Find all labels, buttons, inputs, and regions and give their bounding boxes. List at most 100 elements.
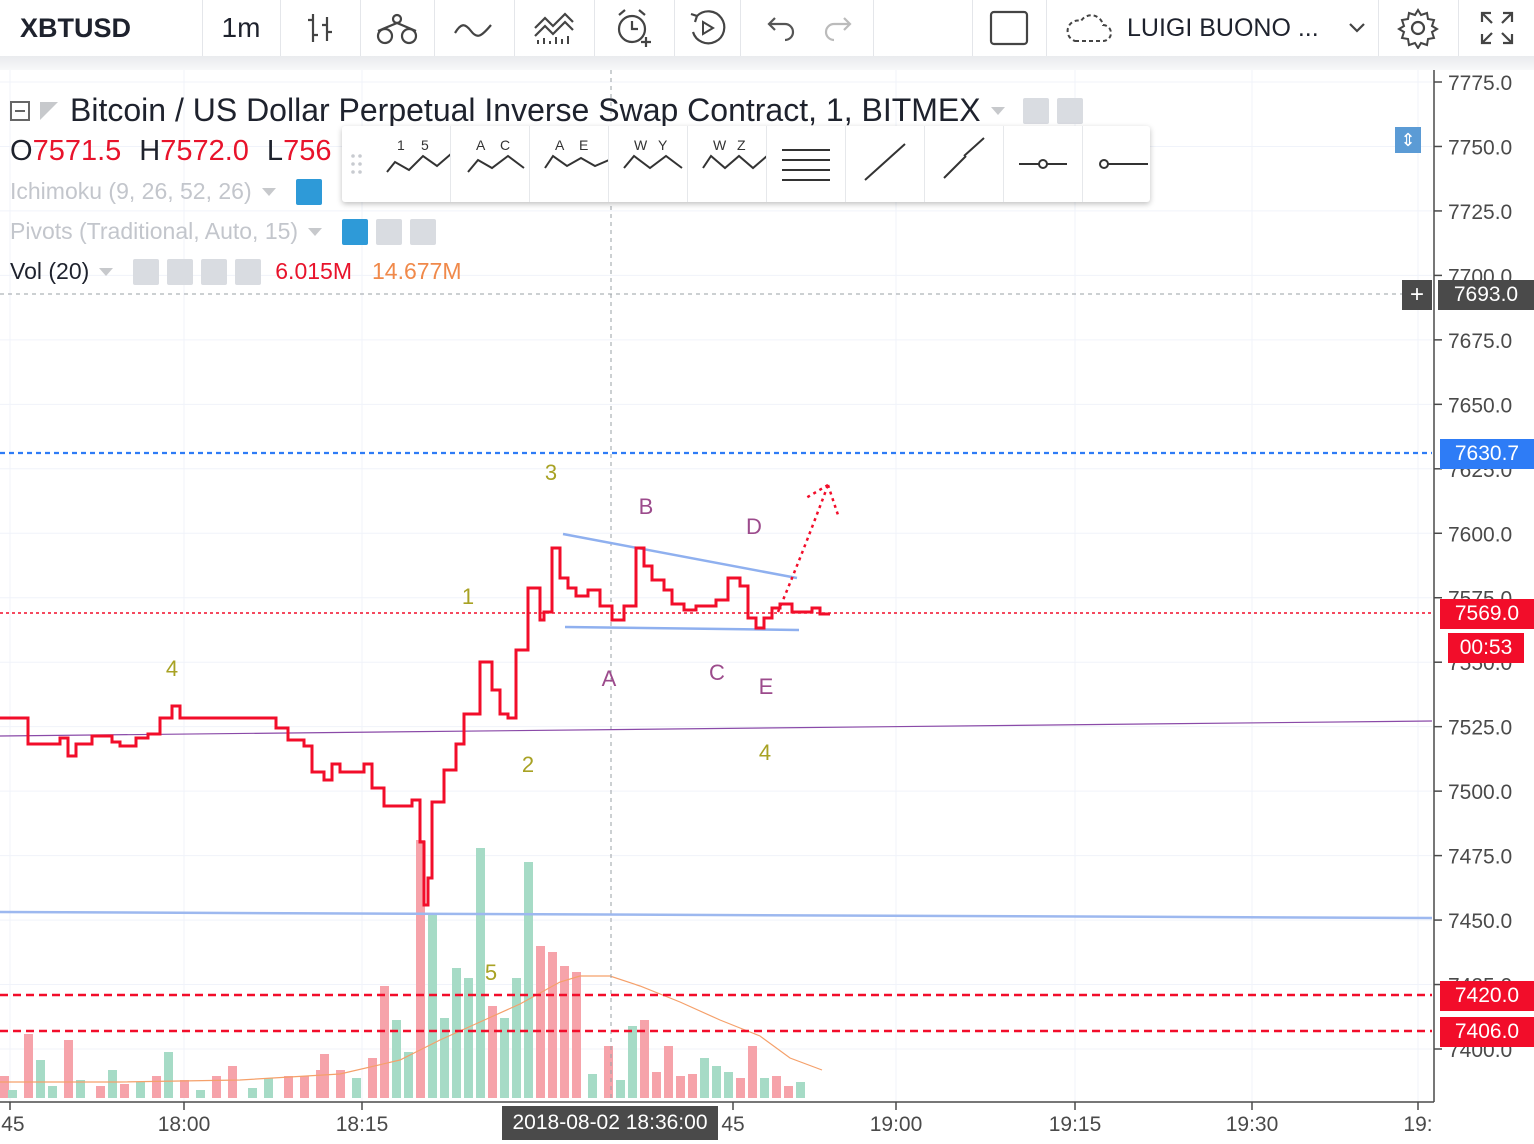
volume-bar <box>392 1020 401 1098</box>
eye-icon[interactable] <box>1022 97 1049 124</box>
volume-bar <box>152 1076 161 1098</box>
parallel-line-tool-button[interactable] <box>925 126 1004 202</box>
volume-bar <box>180 1080 189 1098</box>
scale-toggle-icon[interactable]: ⇕ <box>1395 127 1421 153</box>
gear-icon[interactable] <box>376 218 403 245</box>
eye-icon[interactable] <box>133 258 160 285</box>
price-tick-label: 7775.0 <box>1448 72 1512 95</box>
tool-glyph <box>386 153 452 173</box>
divider <box>1378 0 1379 56</box>
symbol-search-button[interactable]: XBTUSD <box>0 0 220 56</box>
bar-style-button[interactable] <box>281 0 359 56</box>
volume-bar <box>640 1020 649 1098</box>
volume-bar <box>368 1058 377 1098</box>
close-icon[interactable] <box>235 258 262 285</box>
close-icon[interactable] <box>410 218 437 245</box>
volume-bar <box>120 1084 129 1098</box>
compare-button[interactable] <box>435 0 513 56</box>
divider <box>740 0 741 56</box>
chevron-down-icon[interactable] <box>261 187 276 196</box>
time-axis[interactable]: :45 18:00 18:15 45 19:00 19:15 19:30 19: <box>0 1102 1433 1136</box>
trend-line-light-blue[interactable] <box>0 910 1433 920</box>
tool-label: Y <box>658 137 668 153</box>
tool-label: W <box>634 137 648 153</box>
volume-bar <box>588 1074 597 1098</box>
time-tick-label: 18:15 <box>336 1113 389 1136</box>
undo-button[interactable] <box>755 0 807 56</box>
replay-button[interactable] <box>675 0 739 56</box>
gear-icon[interactable] <box>167 258 194 285</box>
alert-icon <box>617 9 651 47</box>
chevron-down-icon[interactable] <box>99 267 114 276</box>
divider <box>514 0 515 56</box>
horizontal-ray-tool-button[interactable] <box>1004 126 1083 202</box>
templates-button[interactable] <box>515 0 593 56</box>
eye-icon[interactable] <box>295 178 322 205</box>
add-plus-button[interactable]: + <box>1402 280 1432 310</box>
alert-button[interactable] <box>595 0 673 56</box>
volume-bar <box>724 1072 733 1098</box>
collapse-icon[interactable] <box>10 100 30 121</box>
ichimoku-legend[interactable]: Ichimoku (9, 26, 52, 26) <box>10 178 330 205</box>
volume-bar <box>712 1066 721 1098</box>
time-tick-label: 19:30 <box>1226 1113 1279 1136</box>
divider <box>873 0 874 56</box>
pivots-legend[interactable]: Pivots (Traditional, Auto, 15) <box>10 218 444 245</box>
crosshair-price: 7693.0 <box>1453 283 1519 306</box>
tool-label: A <box>476 137 486 153</box>
grip-icon <box>351 154 362 174</box>
volume-bar <box>604 1046 613 1098</box>
horizontal-line-tool-button[interactable] <box>1083 126 1161 202</box>
volume-bar <box>628 1026 637 1098</box>
wave-label: 4 <box>166 656 178 681</box>
volume-bar <box>300 1076 309 1098</box>
wave-label: D <box>746 514 762 539</box>
chevron-down-icon[interactable] <box>308 227 323 236</box>
indicators-button[interactable] <box>361 0 433 56</box>
volume-bar <box>488 1006 497 1098</box>
interval-button[interactable]: 1m <box>203 0 279 56</box>
cloud-icon <box>1066 14 1112 42</box>
projection-arrow[interactable] <box>776 483 840 613</box>
redo-button[interactable] <box>812 0 864 56</box>
price-axis[interactable]: 7775.07750.07725.07700.07675.07650.07625… <box>1434 72 1512 1062</box>
save-layout-button[interactable]: LUIGI BUONO ... <box>1047 0 1377 56</box>
trend-line-purple[interactable] <box>0 720 1433 737</box>
trend-line-tool-button[interactable] <box>846 126 925 202</box>
flag-icon[interactable] <box>40 101 58 120</box>
divider <box>594 0 595 56</box>
fullscreen-button[interactable] <box>1459 0 1534 56</box>
price-tick-label: 7675.0 <box>1448 330 1512 353</box>
settings-button[interactable] <box>1379 0 1457 56</box>
bar-style-icon <box>308 14 332 42</box>
gear-icon[interactable] <box>1056 97 1083 124</box>
volume-bar <box>676 1076 685 1098</box>
volume-bar <box>464 978 473 1098</box>
eye-icon[interactable] <box>342 218 369 245</box>
replay-icon <box>690 10 726 45</box>
wave-label: E <box>759 674 774 699</box>
layout-button[interactable] <box>973 0 1045 56</box>
horizontal-lines-tool-button[interactable] <box>767 126 846 202</box>
tool-label: Z <box>737 137 746 153</box>
volume-legend[interactable]: Vol (20) 6.015M 14.677M <box>10 258 462 285</box>
title-menu-icon[interactable] <box>990 106 1005 115</box>
horizontal-line-icon <box>1099 159 1148 169</box>
volume-bar <box>512 978 521 1098</box>
divider <box>1458 0 1459 56</box>
low-label: L <box>266 135 284 167</box>
triangle-upper-line[interactable] <box>562 532 798 580</box>
horizontal-lines-icon <box>782 149 830 181</box>
plus-icon[interactable] <box>201 258 228 285</box>
wave-label: A <box>602 666 617 691</box>
parallel-line-icon <box>943 137 985 179</box>
time-tick-label: 45 <box>721 1113 744 1136</box>
drag-handle[interactable] <box>342 126 372 202</box>
